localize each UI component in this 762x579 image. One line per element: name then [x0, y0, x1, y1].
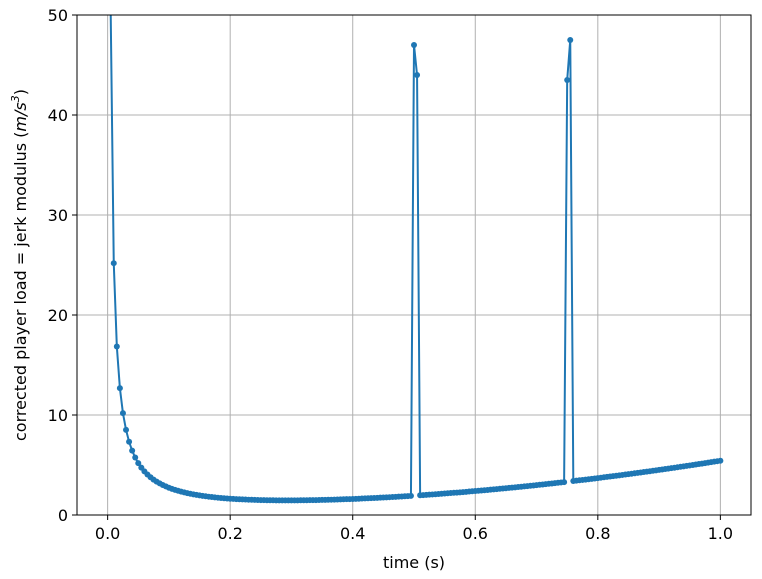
data-point	[414, 72, 421, 78]
y-axis-ticks: 0 10 20 30 40 50	[48, 6, 77, 525]
data-point	[561, 479, 568, 486]
data-point	[129, 447, 136, 454]
y-tick-label: 30	[48, 206, 68, 225]
data-point	[564, 77, 571, 83]
y-tick-label: 10	[48, 406, 68, 425]
x-tick-label: 0.0	[95, 524, 120, 543]
y-tick-label: 0	[58, 506, 68, 525]
x-axis-label: time (s)	[383, 553, 445, 572]
data-point	[132, 454, 139, 461]
data-point	[110, 260, 117, 267]
x-tick-label: 0.6	[463, 524, 488, 543]
x-tick-label: 0.2	[217, 524, 242, 543]
data-point	[123, 426, 130, 433]
data-point	[411, 42, 417, 48]
data-series	[109, 15, 724, 504]
data-point	[126, 438, 133, 445]
data-point	[119, 410, 126, 417]
x-tick-label: 0.8	[585, 524, 610, 543]
data-point	[116, 385, 123, 392]
plot-frame	[76, 14, 752, 516]
x-tick-label: 0.4	[340, 524, 365, 543]
y-tick-label: 20	[48, 306, 68, 325]
x-axis-ticks: 0.0 0.2 0.4 0.6 0.8 1.0	[95, 515, 733, 543]
data-point	[567, 37, 574, 43]
data-point	[717, 457, 724, 464]
y-tick-label: 40	[48, 106, 68, 125]
data-point	[113, 343, 120, 350]
y-tick-label: 50	[48, 6, 68, 25]
x-tick-label: 1.0	[708, 524, 733, 543]
data-point	[407, 492, 414, 499]
data-point	[135, 460, 142, 467]
y-axis-label: corrected player load = jerk modulus (m/…	[9, 89, 30, 441]
